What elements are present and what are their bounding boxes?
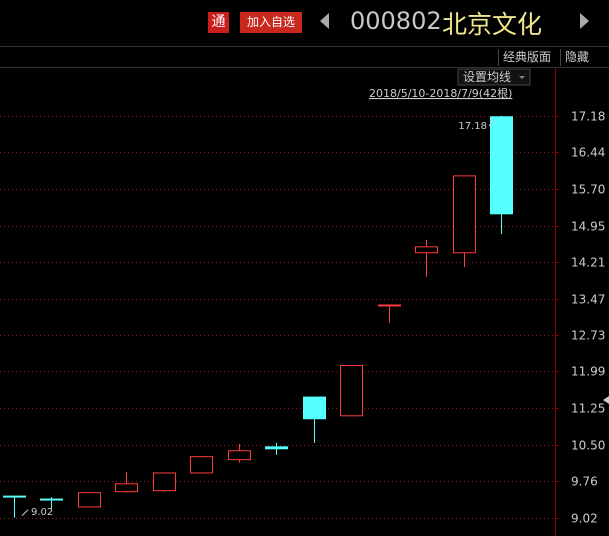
y-tick-label: 12.73: [571, 329, 605, 343]
hide-button[interactable]: 隐藏: [560, 49, 593, 66]
sub-bar: 经典版面 隐藏: [0, 48, 609, 68]
top-bar: 通 加入自选 000802 北京文化: [0, 0, 609, 47]
candle-body: [40, 498, 63, 501]
candle-body: [153, 472, 176, 492]
candle-body: [78, 492, 101, 508]
add-watchlist-button[interactable]: 加入自选: [240, 12, 302, 33]
y-tick-label: 16.44: [571, 146, 605, 160]
y-tick-label: 15.70: [571, 183, 605, 197]
candle-body: [265, 446, 288, 450]
y-tick-label: 14.21: [571, 256, 605, 270]
low-label: 9.02: [31, 507, 53, 518]
stock-code: 000802: [350, 7, 442, 35]
high-label: 17.18: [458, 121, 487, 132]
y-tick-label: 13.47: [571, 293, 605, 307]
candle-body: [490, 116, 513, 215]
candle-body: [378, 304, 401, 307]
price-marker: [603, 396, 609, 404]
candle-body: [453, 175, 476, 254]
candle-body: [340, 365, 363, 417]
y-tick-label: 17.18: [571, 110, 605, 124]
y-tick-label: 11.99: [571, 365, 605, 379]
y-tick-label: 14.95: [571, 220, 605, 234]
dropdown-icon: [519, 76, 525, 79]
badge[interactable]: 通: [208, 12, 229, 33]
candle-body: [415, 246, 438, 254]
candle-body: [303, 396, 326, 420]
stock-name: 北京文化: [442, 10, 543, 39]
next-arrow[interactable]: [580, 13, 589, 29]
layout-button[interactable]: 经典版面: [498, 49, 555, 66]
prev-arrow[interactable]: [320, 13, 329, 29]
high-pointer: [488, 119, 496, 127]
candle-body: [3, 495, 26, 498]
candle-body: [190, 456, 213, 474]
y-tick-label: 11.25: [571, 402, 605, 416]
candle-body: [228, 450, 251, 461]
low-pointer: [21, 509, 29, 517]
candle-body: [115, 483, 138, 493]
y-tick-label: 9.02: [571, 512, 598, 526]
range-text: 2018/5/10-2018/7/9(42根): [369, 86, 512, 100]
y-tick-label: 10.50: [571, 439, 605, 453]
ma-setting[interactable]: 设置均线: [463, 70, 511, 84]
ma-setting-box[interactable]: [457, 68, 531, 86]
y-tick-label: 9.76: [571, 475, 598, 489]
